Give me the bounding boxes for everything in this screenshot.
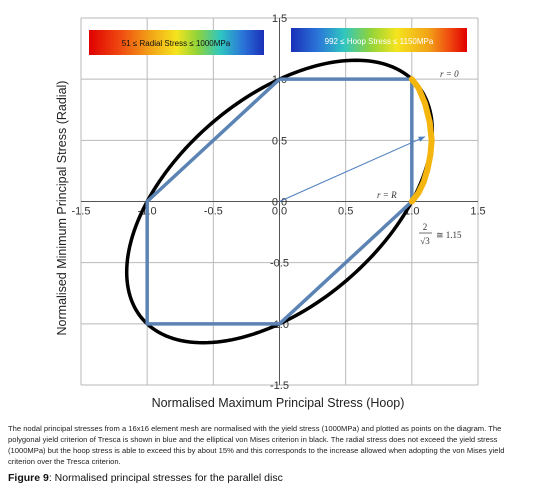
nodal-stress-point-7 xyxy=(421,179,427,185)
figure-caption: The nodal principal stresses from a 16x1… xyxy=(8,424,505,466)
nodal-stress-point-5 xyxy=(427,152,433,158)
y-tick-label-6: -1.5 xyxy=(270,380,289,392)
factor-value: ≅ 1.15 xyxy=(436,230,462,240)
y-tick-label-3: 0.0 xyxy=(272,197,287,209)
hoop-colorbar-label: 992 ≤ Hoop Stress ≤ 1150MPa xyxy=(325,37,434,46)
nodal-stress-point-9 xyxy=(409,199,415,204)
nodal-stress-band xyxy=(408,76,435,205)
nodal-stress-point-3 xyxy=(427,119,433,125)
radial-colorbar-label: 51 ≤ Radial Stress ≤ 1000MPa xyxy=(122,39,231,48)
y-axis-title: Normalised Minimum Principal Stress (Rad… xyxy=(55,81,69,336)
x-tick-label-0: -1.5 xyxy=(72,206,91,218)
factor-arrow-line xyxy=(279,136,426,202)
stress-chart: -1.5 -1.0 -0.5 0.0 0.5 1.0 1.5 1.51.00.50.0-0.… xyxy=(55,13,486,410)
x-tick-label-2: -0.5 xyxy=(204,206,223,218)
figure-title-text: : Normalised principal stresses for the … xyxy=(48,472,283,484)
nodal-stress-point-6 xyxy=(425,166,431,171)
r0-label: r = 0 xyxy=(440,69,459,79)
factor-denominator: √3 xyxy=(420,236,430,246)
nodal-stress-point-8 xyxy=(416,190,421,196)
y-tick-label-2: 0.5 xyxy=(272,135,287,147)
y-tick-label-4: -0.5 xyxy=(270,258,289,270)
figure-label: Figure 9 xyxy=(8,472,49,484)
x-tick-label-3: 0.0 xyxy=(272,206,287,218)
nodal-stress-point-4 xyxy=(429,137,435,143)
figure-title: Figure 9: Normalised principal stresses … xyxy=(8,472,283,484)
plot-series xyxy=(124,58,435,345)
radial-stress-colorbar xyxy=(89,30,264,55)
nodal-stress-point-1 xyxy=(416,85,421,91)
factor-arrow-head xyxy=(418,136,426,142)
y-tick-label-0: 1.5 xyxy=(272,13,287,25)
rR-label: r = R xyxy=(377,190,397,200)
x-tick-label-6: 1.5 xyxy=(470,206,485,218)
x-axis-title: Normalised Maximum Principal Stress (Hoo… xyxy=(152,396,405,410)
nodal-stress-point-2 xyxy=(422,101,428,107)
nodal-stress-point-0 xyxy=(409,76,415,82)
factor-numerator: 2 xyxy=(423,222,428,232)
hoop-stress-colorbar xyxy=(291,28,467,52)
x-tick-label-4: 0.5 xyxy=(338,206,353,218)
